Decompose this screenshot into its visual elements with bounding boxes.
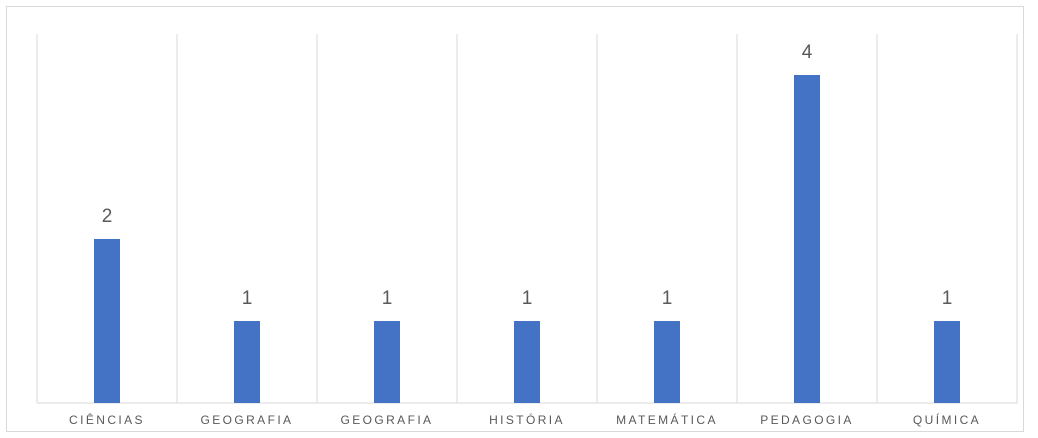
x-tick-label: PEDAGOGIA [760, 413, 854, 427]
data-label: 1 [942, 288, 953, 309]
x-axis-tick-labels: CIÊNCIAS GEOGRAFIA GEOGRAFIA HISTÓRIA MATEMÁ… [69, 412, 981, 427]
x-tick-label: GEOGRAFIA [341, 413, 434, 427]
x-tick-label: CIÊNCIAS [69, 412, 145, 427]
data-label: 4 [802, 42, 813, 63]
data-label: 1 [522, 288, 533, 309]
data-label: 1 [242, 288, 253, 309]
bar [374, 321, 400, 403]
bars-layer [94, 75, 960, 403]
bar [794, 75, 820, 403]
data-label: 2 [102, 206, 113, 227]
bar [934, 321, 960, 403]
x-tick-label: QUÍMICA [913, 412, 981, 427]
data-labels-layer: 2 1 1 1 1 4 1 [102, 42, 953, 309]
bar [234, 321, 260, 403]
bar [94, 239, 120, 403]
data-label: 1 [662, 288, 673, 309]
data-label: 1 [382, 288, 393, 309]
bar [514, 321, 540, 403]
x-tick-label: GEOGRAFIA [201, 413, 294, 427]
bar [654, 321, 680, 403]
x-tick-label: MATEMÁTICA [616, 412, 718, 427]
x-tick-label: HISTÓRIA [489, 412, 565, 427]
